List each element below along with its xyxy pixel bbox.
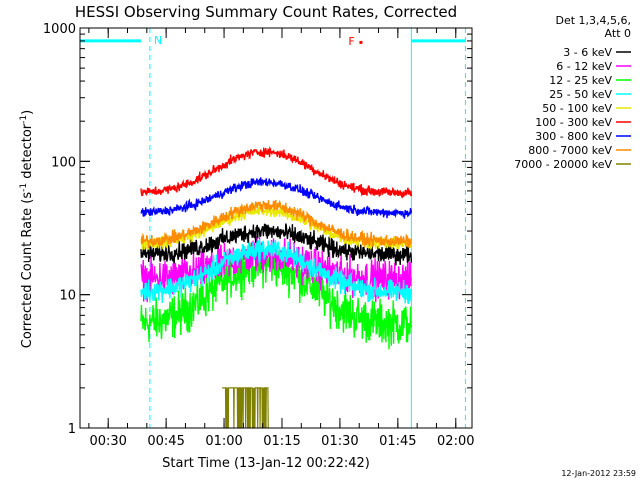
y-tick-label: 10 [59, 289, 76, 304]
x-tick-label: 02:00 [437, 434, 474, 449]
series-line-25-50keV [140, 239, 413, 305]
x-tick-label: 00:30 [89, 434, 126, 449]
series-line-300-800keV [140, 177, 413, 219]
y-tick-label: 1000 [43, 22, 76, 37]
y-axis-label-exp1: -1 [19, 183, 29, 192]
legend-label: 100 - 300 keV [535, 116, 612, 129]
x-tick-label: 01:45 [379, 434, 416, 449]
annotation-flare: F [348, 35, 354, 48]
y-axis-label-part2: detector [20, 123, 35, 183]
y-tick-label: 100 [51, 155, 76, 170]
footer-timestamp: 12-Jan-2012 23:59 [561, 469, 636, 478]
series-line-12-25keV [140, 241, 413, 350]
x-tick-label: 01:30 [321, 434, 358, 449]
y-axis-label-part1: Corrected Count Rate (s [20, 192, 35, 349]
x-axis-label: Start Time (13-Jan-12 00:22:42) [162, 456, 370, 471]
x-tick-label: 00:45 [147, 434, 184, 449]
series-line-800-7000keV [140, 199, 413, 248]
annotation-night: N [154, 34, 162, 47]
y-axis: 1 10 100 1000 [43, 22, 472, 437]
y-axis-label: Corrected Count Rate (s-1 detector-1) [19, 110, 35, 348]
legend-label: 800 - 7000 keV [528, 144, 612, 157]
x-axis: 00:30 00:45 01:00 01:15 01:30 01:45 02:00 [88, 28, 475, 449]
annotation-flare-marker [359, 40, 363, 44]
x-tick-label: 01:00 [205, 434, 242, 449]
legend-label: 3 - 6 keV [563, 46, 612, 59]
legend-label: 50 - 100 keV [542, 102, 612, 115]
legend-label: 7000 - 20000 keV [514, 158, 612, 171]
x-tick-label: 01:15 [263, 434, 300, 449]
series-burst-7000-20000 [222, 387, 269, 429]
series-line-3-6keV [140, 223, 413, 266]
chart-title: HESSI Observing Summary Count Rates, Cor… [75, 3, 457, 21]
legend-label: 25 - 50 keV [549, 88, 612, 101]
series-line-100-300keV [140, 146, 413, 199]
legend-label: 6 - 12 keV [556, 60, 612, 73]
plot-frame [79, 27, 473, 429]
y-axis-label-exp2: -1 [19, 115, 29, 124]
legend-label: 300 - 800 keV [535, 130, 612, 143]
y-axis-label-part3: ) [20, 110, 35, 115]
legend-title-line2: Att 0 [605, 27, 631, 40]
legend-title-line1: Det 1,3,4,5,6, [555, 14, 631, 27]
legend-label: 12 - 25 keV [549, 74, 612, 87]
y-tick-label: 1 [68, 422, 76, 437]
